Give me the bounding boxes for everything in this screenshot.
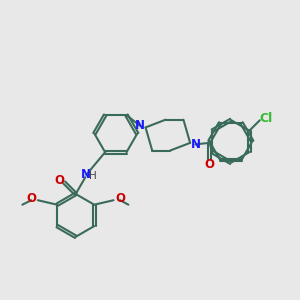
Text: Cl: Cl: [259, 112, 272, 125]
Text: H: H: [89, 171, 97, 181]
Text: O: O: [115, 192, 125, 205]
Text: O: O: [204, 158, 214, 171]
Text: O: O: [55, 174, 65, 188]
Text: N: N: [190, 138, 200, 151]
Text: O: O: [26, 192, 36, 205]
Text: N: N: [135, 119, 145, 132]
Text: N: N: [81, 168, 91, 182]
